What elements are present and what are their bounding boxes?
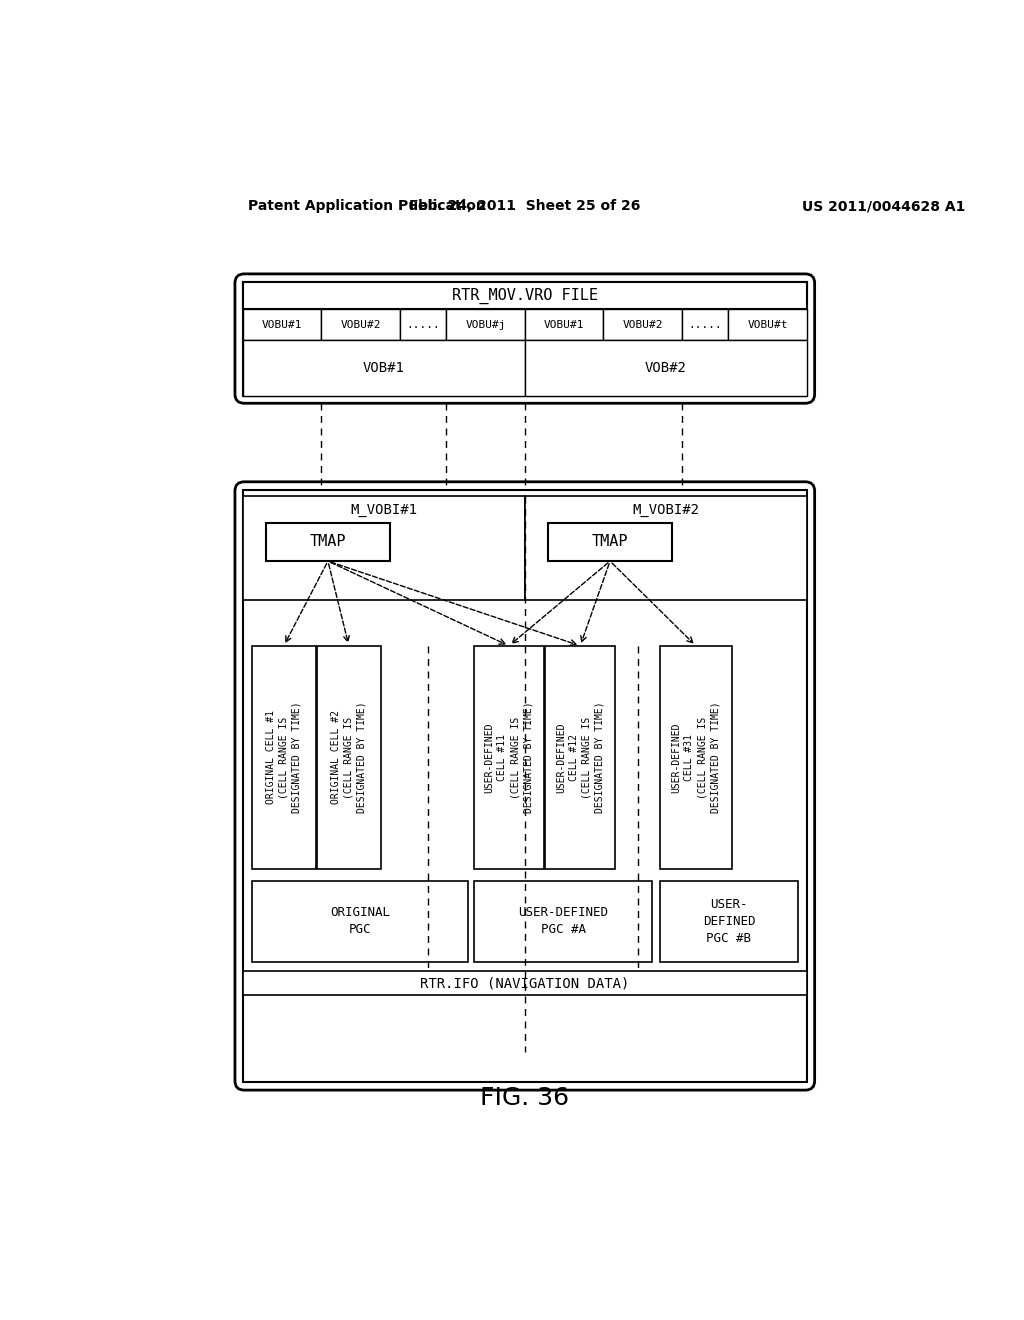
Text: .....: ..... xyxy=(688,319,722,330)
Bar xyxy=(243,281,807,309)
Bar xyxy=(399,309,446,341)
Text: US 2011/0044628 A1: US 2011/0044628 A1 xyxy=(802,199,966,213)
Text: RTR_MOV.VRO FILE: RTR_MOV.VRO FILE xyxy=(452,288,598,304)
Text: FIG. 36: FIG. 36 xyxy=(480,1086,569,1110)
Text: Feb. 24, 2011  Sheet 25 of 26: Feb. 24, 2011 Sheet 25 of 26 xyxy=(410,199,640,213)
Text: RTR.IFO (NAVIGATION DATA): RTR.IFO (NAVIGATION DATA) xyxy=(420,975,630,990)
Bar xyxy=(317,645,381,869)
Bar xyxy=(243,281,807,396)
Text: Patent Application Publication: Patent Application Publication xyxy=(248,199,485,213)
Text: USER-DEFINED
CELL #31
(CELL RANGE IS
DESIGNATED BY TIME): USER-DEFINED CELL #31 (CELL RANGE IS DES… xyxy=(672,702,720,813)
Bar xyxy=(524,309,603,341)
Text: VOBU#1: VOBU#1 xyxy=(262,319,302,330)
Text: VOBU#2: VOBU#2 xyxy=(623,319,663,330)
Text: VOBU#j: VOBU#j xyxy=(465,319,506,330)
Bar xyxy=(252,645,315,869)
Text: .....: ..... xyxy=(407,319,440,330)
Text: USER-DEFINED
PGC #A: USER-DEFINED PGC #A xyxy=(518,906,608,936)
Bar xyxy=(524,496,807,599)
Bar xyxy=(603,309,682,341)
Bar xyxy=(243,970,807,995)
Text: USER-DEFINED
CELL #12
(CELL RANGE IS
DESIGNATED BY TIME): USER-DEFINED CELL #12 (CELL RANGE IS DES… xyxy=(556,702,604,813)
FancyBboxPatch shape xyxy=(234,275,815,404)
Text: VOBU#t: VOBU#t xyxy=(748,319,787,330)
Bar xyxy=(660,880,798,961)
Text: VOBU#2: VOBU#2 xyxy=(340,319,381,330)
Text: TMAP: TMAP xyxy=(592,535,629,549)
Text: M_VOBI#1: M_VOBI#1 xyxy=(350,503,417,516)
Bar xyxy=(546,645,615,869)
Text: VOB#1: VOB#1 xyxy=(362,360,404,375)
Text: USER-
DEFINED
PGC #B: USER- DEFINED PGC #B xyxy=(702,898,755,945)
Bar xyxy=(524,341,807,396)
Bar xyxy=(252,880,468,961)
Bar xyxy=(243,309,322,341)
FancyBboxPatch shape xyxy=(234,482,815,1090)
Text: TMAP: TMAP xyxy=(309,535,346,549)
Text: ORIGINAL CELL #1
(CELL RANGE IS
DESIGNATED BY TIME): ORIGINAL CELL #1 (CELL RANGE IS DESIGNAT… xyxy=(266,702,302,813)
Bar xyxy=(728,309,807,341)
Text: USER-DEFINED
CELL #11
(CELL RANGE IS
DESIGNATED BY TIME): USER-DEFINED CELL #11 (CELL RANGE IS DES… xyxy=(484,702,534,813)
Text: ORIGINAL
PGC: ORIGINAL PGC xyxy=(330,906,390,936)
Bar xyxy=(446,309,524,341)
Bar xyxy=(682,309,728,341)
Bar xyxy=(474,645,544,869)
Text: ORIGINAL CELL #2
(CELL RANGE IS
DESIGNATED BY TIME): ORIGINAL CELL #2 (CELL RANGE IS DESIGNAT… xyxy=(331,702,367,813)
Text: VOBU#1: VOBU#1 xyxy=(544,319,585,330)
Bar xyxy=(660,645,731,869)
Bar xyxy=(243,341,524,396)
Bar xyxy=(548,523,672,561)
Text: M_VOBI#2: M_VOBI#2 xyxy=(633,503,699,516)
Bar xyxy=(243,496,524,599)
Bar xyxy=(474,880,652,961)
Bar xyxy=(243,490,807,1082)
Text: VOB#2: VOB#2 xyxy=(645,360,687,375)
Bar xyxy=(266,523,390,561)
Bar xyxy=(322,309,399,341)
